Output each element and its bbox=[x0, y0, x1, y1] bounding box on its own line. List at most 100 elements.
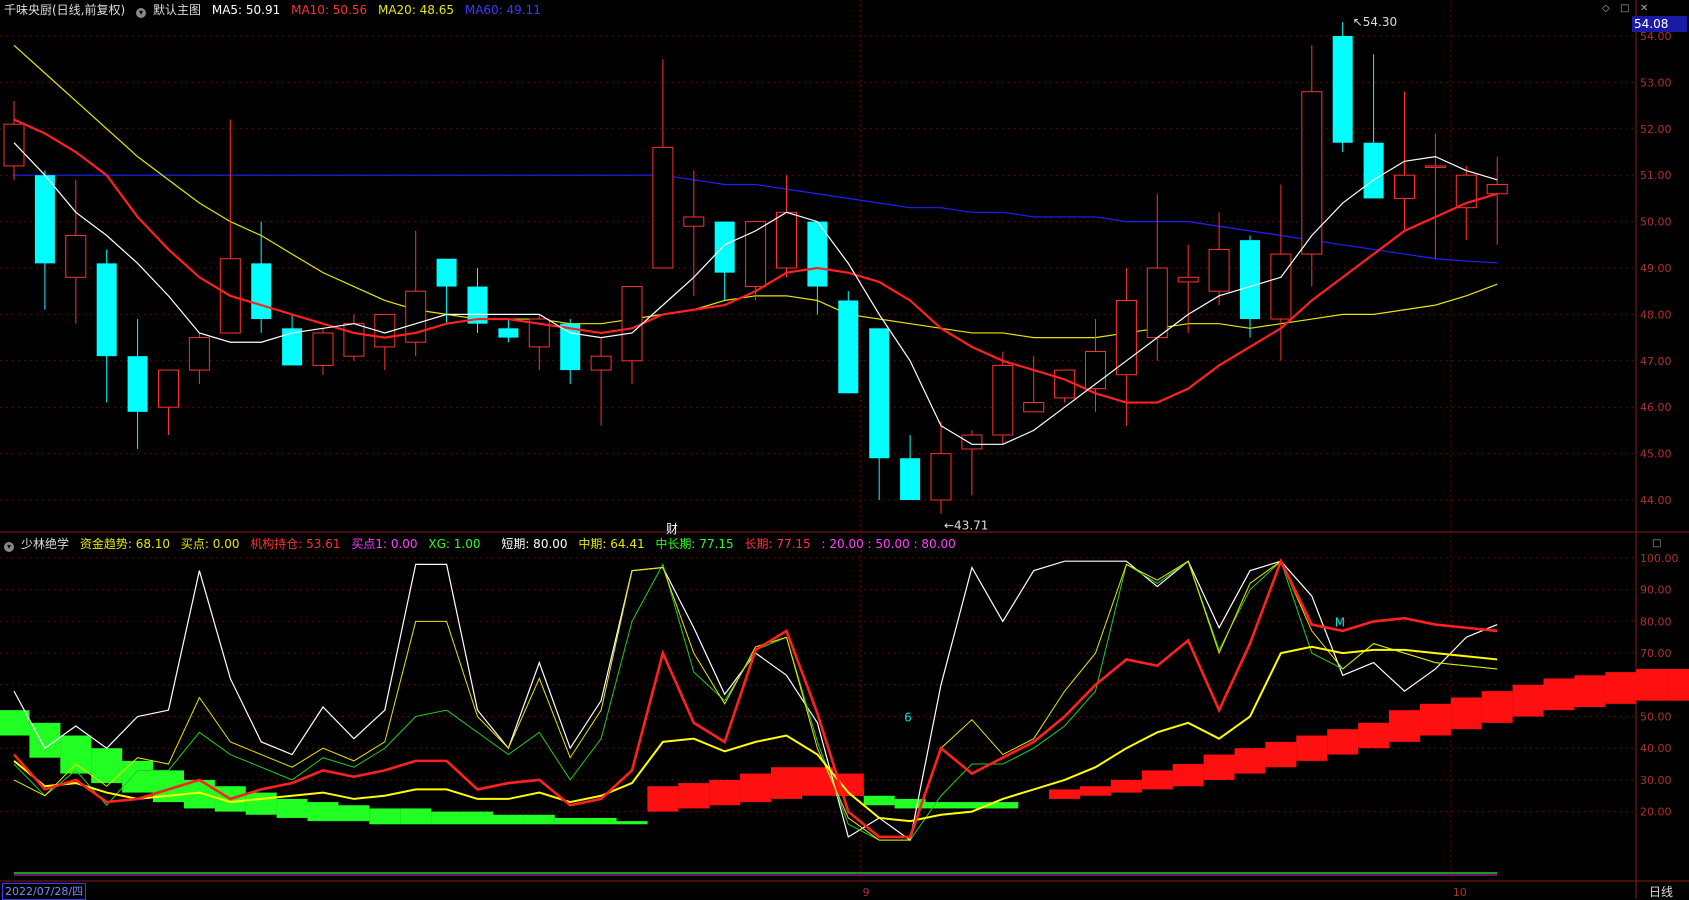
low-price-annotation: ←43.71 bbox=[944, 518, 988, 532]
candle-down bbox=[436, 258, 457, 287]
red-band-block bbox=[1574, 675, 1606, 707]
green-band-block bbox=[0, 710, 30, 736]
green-band-block bbox=[462, 811, 493, 825]
green-band-block bbox=[492, 814, 524, 825]
red-band-block bbox=[1110, 779, 1142, 793]
red-band-block bbox=[1234, 748, 1266, 774]
indicator-settings-icon[interactable]: ▾ bbox=[4, 542, 14, 552]
green-band-block bbox=[863, 795, 895, 806]
candle-down bbox=[127, 356, 148, 412]
diamond-icon[interactable]: ◇ bbox=[1602, 3, 1610, 14]
ma60-line bbox=[14, 174, 1498, 264]
red-band-block bbox=[1296, 735, 1328, 761]
candle-up bbox=[776, 211, 797, 269]
candle-up bbox=[745, 221, 767, 288]
price-axis-label: 53.00 bbox=[1640, 76, 1672, 89]
red-band-block bbox=[1358, 722, 1390, 749]
green-band-block bbox=[60, 735, 92, 774]
candle-up bbox=[1455, 174, 1477, 209]
mid-term-label: 中期: 64.41 bbox=[578, 537, 645, 551]
long-term-label: 长期: 77.15 bbox=[744, 537, 811, 551]
ma20-label: MA20: 48.65 bbox=[377, 3, 455, 17]
chart-name[interactable]: 默认主图 bbox=[153, 3, 202, 17]
red-band-block bbox=[1389, 710, 1420, 742]
period-label[interactable]: 日线 bbox=[1649, 885, 1674, 899]
candle-up bbox=[1054, 369, 1076, 399]
long-term-line bbox=[13, 557, 1498, 839]
candle-down bbox=[34, 175, 55, 264]
price-axis-label: 48.00 bbox=[1640, 308, 1672, 321]
red-band-block bbox=[647, 786, 679, 812]
red-band-block bbox=[771, 767, 802, 799]
candle-up bbox=[1208, 248, 1230, 292]
main-chart-header: 千味央厨(日线,前复权) ▾ 默认主图 MA5: 50.91 MA10: 50.5… bbox=[4, 1, 548, 19]
price-axis-label: 44.00 bbox=[1640, 494, 1672, 507]
price-axis-label: 45.00 bbox=[1640, 448, 1672, 461]
close-icon[interactable]: ✕ bbox=[1640, 3, 1649, 14]
red-band-block bbox=[1419, 703, 1451, 736]
candle-up bbox=[683, 216, 705, 227]
candle-up bbox=[343, 323, 365, 357]
stock-name[interactable]: 千味央厨(日线,前复权) bbox=[4, 3, 126, 17]
green-band-block bbox=[400, 808, 432, 825]
finance-marker[interactable]: 财 bbox=[666, 522, 679, 536]
green-band-block bbox=[307, 802, 339, 822]
green-band-block bbox=[925, 802, 957, 809]
green-band-block bbox=[276, 798, 308, 818]
candle-down bbox=[869, 328, 890, 459]
green-band-block bbox=[338, 805, 370, 822]
red-band-block bbox=[1203, 754, 1235, 780]
red-band-block bbox=[740, 773, 772, 803]
marker-m: M bbox=[1335, 615, 1345, 629]
green-band-block bbox=[894, 798, 926, 809]
indicator-name[interactable]: 少林绝学 bbox=[21, 537, 70, 551]
candle-down bbox=[838, 300, 859, 394]
expand-indicator-icon[interactable]: □ bbox=[1652, 538, 1662, 549]
marker-6: 6 bbox=[904, 711, 912, 725]
current-price-tag: 54.08 bbox=[1632, 16, 1687, 32]
red-band-block bbox=[1512, 684, 1544, 717]
candle-up bbox=[188, 337, 210, 371]
red-band-block bbox=[1327, 729, 1359, 755]
candle-up bbox=[312, 332, 334, 366]
price-axis-label: 46.00 bbox=[1640, 401, 1672, 414]
candle-up bbox=[65, 235, 87, 278]
ma5-label: MA5: 50.91 bbox=[211, 3, 281, 17]
price-axis-label: 50.00 bbox=[1640, 216, 1672, 229]
fund-trend-label: 资金趋势: 68.10 bbox=[79, 537, 171, 551]
candle-down bbox=[498, 328, 519, 338]
candle-up bbox=[930, 453, 952, 501]
candle-up bbox=[1424, 165, 1446, 168]
indicator-header: ▾ 少林绝学 资金趋势: 68.10 买点: 0.00 机构持仓: 53.61 买… bbox=[4, 535, 963, 553]
yellow-thin-line bbox=[13, 560, 1498, 841]
expand-icon[interactable]: □ bbox=[1620, 3, 1630, 14]
red-band-block bbox=[1141, 770, 1173, 790]
candle-up bbox=[1146, 267, 1168, 339]
date-label: 2022/07/28/四 bbox=[2, 883, 87, 900]
candle-up bbox=[1394, 174, 1415, 199]
chart-settings-icon[interactable]: ▾ bbox=[136, 8, 147, 18]
candle-up bbox=[158, 369, 179, 408]
candle-down bbox=[714, 221, 735, 273]
candle-up bbox=[528, 318, 550, 348]
buy-point-label: 买点: 0.00 bbox=[180, 537, 240, 551]
candle-down bbox=[251, 263, 272, 320]
green-band-block bbox=[554, 817, 586, 825]
candle-up bbox=[1023, 402, 1045, 413]
candle-up bbox=[652, 146, 674, 269]
price-axis-label: 52.00 bbox=[1640, 123, 1672, 136]
mid-term-line bbox=[13, 645, 1498, 823]
green-band-block bbox=[956, 802, 988, 809]
indicator-axis-label: 20.00 bbox=[1640, 806, 1672, 819]
candle-down bbox=[1363, 142, 1384, 199]
indicator-axis-label: 50.00 bbox=[1640, 711, 1672, 724]
level-lines-label: : 20.00 : 50.00 : 80.00 bbox=[821, 537, 956, 551]
candle-up bbox=[992, 364, 1014, 436]
price-axis-label: 49.00 bbox=[1640, 262, 1672, 275]
candle-down bbox=[807, 221, 828, 287]
candle-up bbox=[1177, 276, 1199, 283]
ma60-label: MA60: 49.11 bbox=[464, 3, 541, 17]
candle-up bbox=[621, 286, 643, 362]
ma10-line bbox=[13, 118, 1498, 404]
